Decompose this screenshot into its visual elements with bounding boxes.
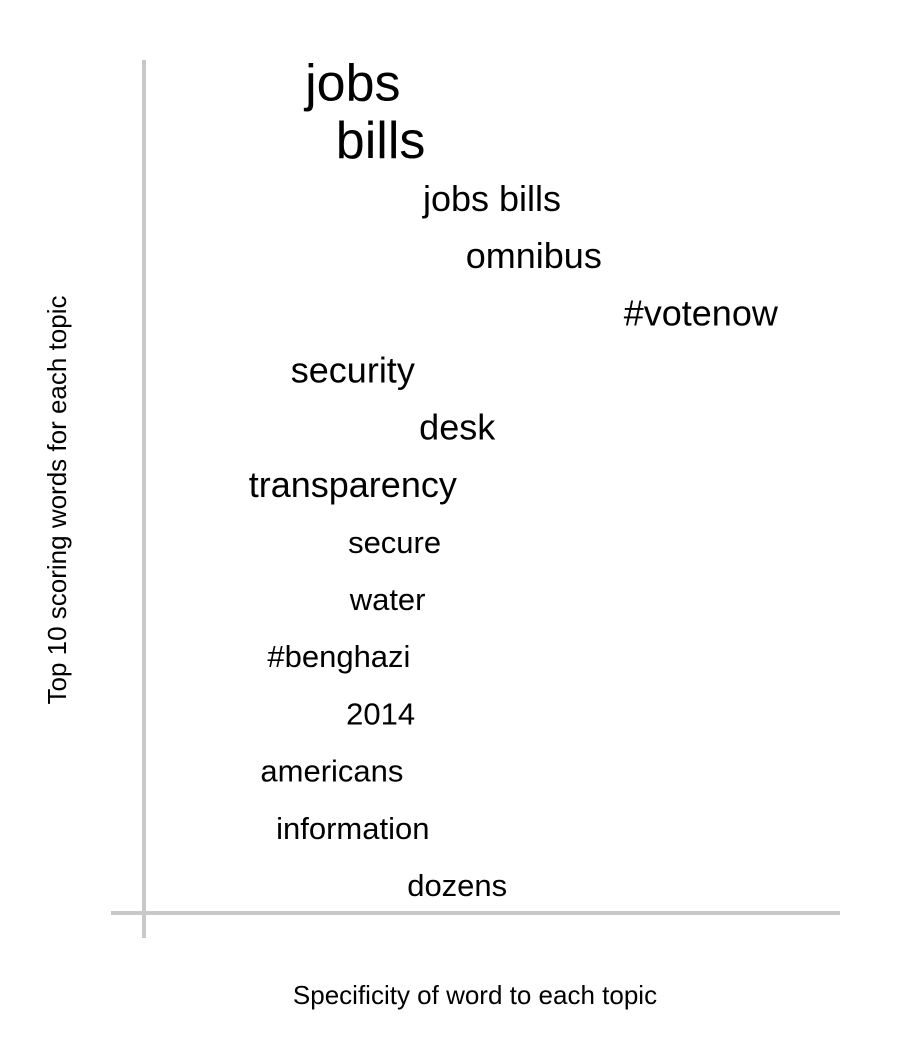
word-label: information [276, 811, 429, 846]
word-label: dozens [407, 868, 507, 903]
word-label: transparency [249, 464, 457, 505]
word-label: secure [348, 525, 441, 560]
word-label: omnibus [466, 235, 602, 276]
x-axis-label: Specificity of word to each topic [293, 980, 657, 1010]
word-label: desk [419, 407, 496, 448]
word-label: water [349, 582, 426, 617]
word-label: 2014 [346, 696, 415, 731]
word-label: #votenow [624, 292, 779, 333]
word-label: jobs [303, 55, 400, 113]
word-label: security [291, 350, 415, 391]
word-label: bills [336, 112, 426, 170]
word-label: americans [260, 754, 403, 789]
y-axis-label: Top 10 scoring words for each topic [42, 296, 72, 705]
word-label: #benghazi [267, 639, 410, 674]
word-label: jobs bills [422, 178, 561, 219]
